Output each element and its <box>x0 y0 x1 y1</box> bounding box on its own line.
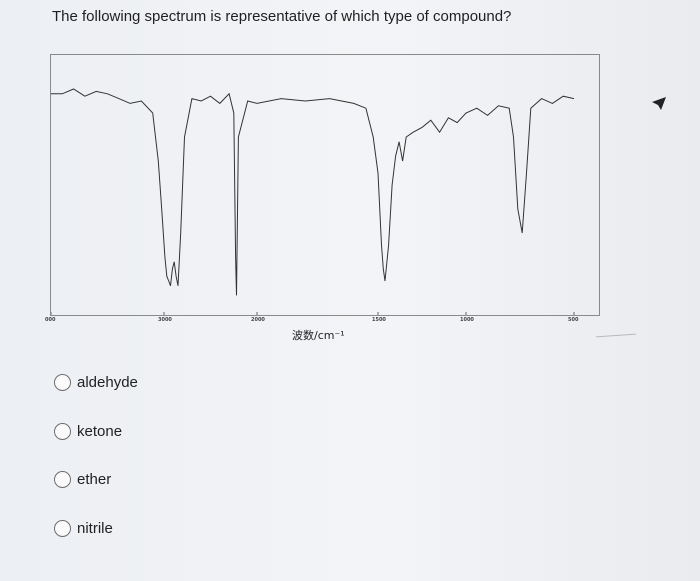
option-nitrile[interactable]: nitrile <box>54 520 113 537</box>
option-aldehyde[interactable]: aldehyde <box>54 374 138 391</box>
x-axis-label: 波数/cm⁻¹ <box>292 329 345 342</box>
x-tick-label: 2000 <box>251 317 265 323</box>
radio-button[interactable] <box>54 423 71 440</box>
radio-button[interactable] <box>54 520 71 537</box>
spectrum-line <box>51 88 575 296</box>
x-tick-label: 1000 <box>460 317 474 323</box>
option-ether[interactable]: ether <box>54 471 111 488</box>
x-tick-label: 000 <box>45 317 56 323</box>
mouse-cursor-icon <box>652 97 666 110</box>
spectrum-svg <box>51 88 575 315</box>
option-label: ether <box>77 471 112 488</box>
option-label: ketone <box>77 423 123 440</box>
radio-button[interactable] <box>54 374 71 391</box>
spectrum-chart <box>50 54 600 316</box>
option-label: aldehyde <box>77 374 138 391</box>
divider-line <box>596 333 636 338</box>
question-text: The following spectrum is representative… <box>52 8 512 25</box>
option-ketone[interactable]: ketone <box>54 423 122 440</box>
radio-button[interactable] <box>54 471 71 488</box>
x-tick-label: 1500 <box>372 317 386 323</box>
x-tick-label: 500 <box>568 317 579 323</box>
option-label: nitrile <box>77 520 113 537</box>
x-tick-label: 3000 <box>158 317 172 323</box>
